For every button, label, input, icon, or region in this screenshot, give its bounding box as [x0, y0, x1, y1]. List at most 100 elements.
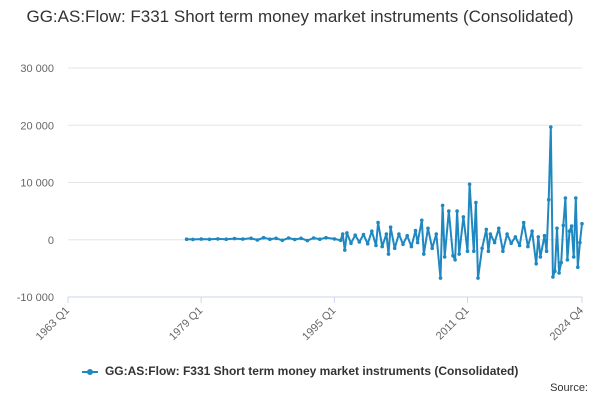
data-point[interactable] — [249, 236, 253, 241]
data-point[interactable] — [530, 229, 534, 233]
data-point[interactable] — [415, 240, 420, 245]
data-point[interactable] — [509, 241, 513, 245]
data-point[interactable] — [576, 265, 580, 270]
data-point[interactable] — [453, 258, 457, 262]
data-point[interactable] — [422, 252, 426, 256]
data-point[interactable] — [438, 276, 443, 280]
data-point[interactable] — [434, 232, 439, 236]
data-point[interactable] — [286, 236, 291, 240]
data-point[interactable] — [567, 229, 572, 233]
data-point[interactable] — [513, 235, 518, 239]
data-point[interactable] — [370, 229, 374, 233]
data-point[interactable] — [461, 215, 466, 219]
data-point[interactable] — [343, 248, 347, 252]
data-point[interactable] — [261, 235, 266, 240]
data-point[interactable] — [534, 262, 538, 266]
data-point[interactable] — [397, 232, 401, 236]
data-point[interactable] — [555, 226, 559, 231]
data-point[interactable] — [374, 243, 378, 248]
data-point[interactable] — [505, 232, 509, 236]
data-point[interactable] — [472, 249, 476, 253]
data-point[interactable] — [563, 196, 568, 200]
data-point[interactable] — [569, 224, 574, 228]
data-point[interactable] — [380, 244, 385, 249]
data-point[interactable] — [538, 255, 543, 259]
data-point[interactable] — [521, 220, 526, 225]
data-point[interactable] — [551, 275, 555, 279]
data-point[interactable] — [467, 182, 472, 186]
data-point[interactable] — [280, 238, 285, 243]
data-point[interactable] — [349, 241, 353, 245]
data-point[interactable] — [332, 237, 337, 241]
data-point[interactable] — [338, 238, 343, 243]
data-point[interactable] — [207, 237, 212, 242]
data-point[interactable] — [430, 246, 435, 251]
data-point[interactable] — [255, 238, 260, 242]
data-point[interactable] — [451, 254, 455, 258]
data-point[interactable] — [559, 260, 563, 265]
data-point[interactable] — [544, 249, 549, 253]
data-point[interactable] — [536, 235, 541, 239]
data-point[interactable] — [574, 196, 578, 200]
data-point[interactable] — [501, 249, 505, 253]
data-point[interactable] — [492, 240, 497, 245]
data-point[interactable] — [457, 252, 462, 256]
data-point[interactable] — [353, 233, 358, 237]
data-point[interactable] — [293, 237, 297, 242]
data-point[interactable] — [553, 269, 557, 274]
data-point[interactable] — [557, 271, 561, 275]
data-point[interactable] — [191, 237, 195, 242]
data-point[interactable] — [413, 228, 418, 233]
data-point[interactable] — [474, 200, 478, 205]
data-point[interactable] — [224, 237, 228, 241]
data-point[interactable] — [420, 218, 424, 223]
data-point[interactable] — [384, 232, 389, 236]
data-point[interactable] — [497, 226, 501, 231]
data-point[interactable] — [447, 209, 451, 213]
data-point[interactable] — [386, 252, 391, 256]
legend[interactable]: GG:AS:Flow: F331 Short term money market… — [0, 364, 600, 378]
data-point[interactable] — [561, 223, 566, 228]
data-point[interactable] — [232, 236, 237, 241]
data-point[interactable] — [376, 220, 380, 225]
data-point[interactable] — [405, 233, 410, 238]
data-point[interactable] — [340, 232, 345, 236]
data-point[interactable] — [578, 240, 582, 245]
data-point[interactable] — [526, 244, 530, 249]
data-point[interactable] — [311, 236, 316, 240]
data-point[interactable] — [392, 246, 397, 251]
data-point[interactable] — [546, 197, 551, 202]
data-point[interactable] — [488, 232, 493, 236]
data-point[interactable] — [426, 226, 430, 231]
data-point[interactable] — [357, 240, 362, 244]
data-point[interactable] — [542, 233, 547, 238]
data-point[interactable] — [455, 209, 459, 213]
data-point[interactable] — [480, 246, 484, 251]
data-point[interactable] — [199, 237, 203, 241]
data-point[interactable] — [324, 235, 328, 240]
data-point[interactable] — [318, 237, 322, 241]
data-point[interactable] — [580, 221, 584, 226]
data-point[interactable] — [486, 249, 491, 253]
data-point[interactable] — [268, 237, 272, 241]
data-point[interactable] — [517, 243, 522, 248]
data-point[interactable] — [299, 236, 303, 241]
data-point[interactable] — [571, 255, 576, 259]
data-point[interactable] — [484, 227, 489, 232]
data-point[interactable] — [241, 237, 245, 241]
data-point[interactable] — [476, 276, 480, 280]
data-point[interactable] — [401, 242, 405, 247]
data-point[interactable] — [361, 232, 366, 237]
data-point[interactable] — [440, 203, 445, 208]
data-point[interactable] — [274, 236, 278, 241]
data-point[interactable] — [216, 237, 220, 241]
data-point[interactable] — [345, 231, 349, 235]
data-point[interactable] — [565, 258, 570, 262]
data-point[interactable] — [184, 237, 189, 241]
data-point[interactable] — [305, 238, 310, 243]
data-point[interactable] — [409, 244, 414, 249]
data-point[interactable] — [365, 242, 370, 246]
data-point[interactable] — [388, 225, 393, 229]
data-point[interactable] — [549, 125, 553, 129]
data-point[interactable] — [442, 255, 447, 259]
